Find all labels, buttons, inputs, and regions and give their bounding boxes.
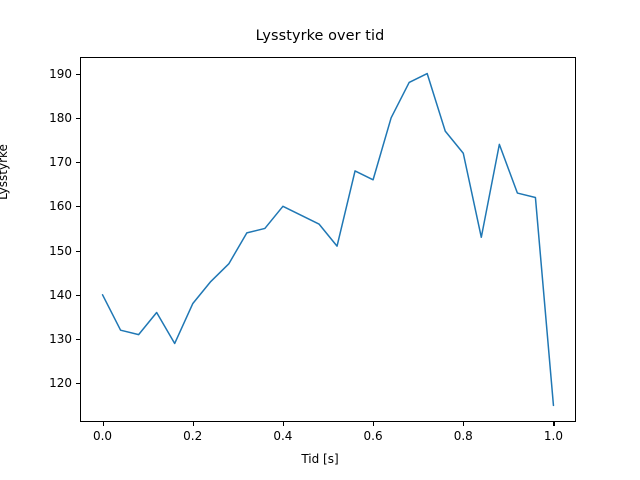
y-tick-mark [76,206,80,208]
y-tick-mark [76,339,80,341]
x-tick-mark [553,422,555,426]
plot-area [80,57,576,422]
y-tick-label: 130 [49,332,72,347]
data-line [101,72,555,407]
y-tick-mark [76,117,80,119]
x-tick-mark [102,422,104,426]
y-tick-label: 150 [49,243,72,258]
y-tick-label: 160 [49,199,72,214]
x-tick-label: 0.6 [363,429,383,443]
y-tick-mark [76,294,80,296]
y-tick-mark [76,250,80,252]
y-tick-mark [76,383,80,385]
x-tick-label: 0.4 [273,429,293,443]
y-tick-label: 180 [49,110,72,125]
x-tick-label: 0.2 [183,429,203,443]
x-tick-mark [463,422,465,426]
x-tick-mark [373,422,375,426]
y-tick-label: 190 [49,66,72,81]
y-tick-label: 140 [49,287,72,302]
x-tick-label: 0.0 [92,429,113,443]
x-tick-mark [282,422,284,426]
x-tick-mark [192,422,194,426]
x-tick-label: 0.8 [453,429,473,443]
x-axis-label: Tid [s] [301,452,339,466]
x-tick-label: 1.0 [543,429,563,443]
axes-frame [80,57,576,422]
y-tick-mark [76,162,80,164]
y-tick-label: 170 [49,155,72,170]
y-axis-label: Lysstyrke [0,144,10,200]
y-tick-mark [76,73,80,75]
line-series-svg [101,72,555,407]
page-title: Lysstyrke over tid [255,28,385,44]
y-tick-label: 120 [49,376,72,391]
